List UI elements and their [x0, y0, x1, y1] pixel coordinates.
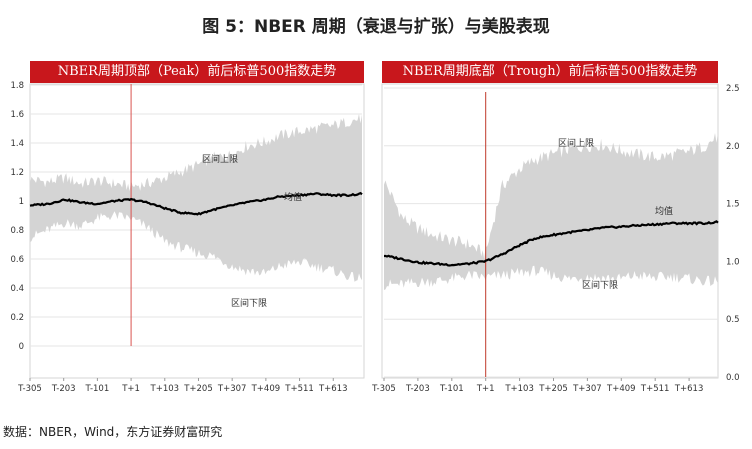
x-tick-label: T+409 — [606, 384, 636, 394]
x-tick-label: T-101 — [439, 384, 464, 394]
x-tick-label: T+103 — [150, 384, 180, 394]
peak-chart-title: NBER周期顶部（Peak）前后标普500指数走势 — [30, 61, 364, 83]
mean-label: 均值 — [284, 191, 302, 203]
y-tick-label: 0 — [19, 342, 24, 352]
upper-band-label: 区间上限 — [202, 153, 238, 165]
lower-band-label: 区间下限 — [582, 279, 618, 291]
y-tick-label: 0.4 — [10, 284, 24, 294]
trough-chart-title: NBER周期底部（Trough）前后标普500指数走势 — [382, 61, 718, 83]
y-tick-label: 1.2 — [10, 168, 24, 178]
x-tick-label: T+205 — [183, 384, 213, 394]
x-tick-label: T-305 — [17, 384, 42, 394]
x-tick-label: T+613 — [318, 384, 348, 394]
data-source-note: 数据：NBER，Wind，东方证券财富研究 — [3, 425, 223, 439]
lower-band-label: 区间下限 — [231, 297, 267, 309]
y-tick-label: 0.0 — [726, 373, 740, 383]
x-tick-label: T+409 — [251, 384, 281, 394]
mean-line — [384, 220, 719, 267]
y-tick-label: 0.6 — [10, 255, 24, 265]
x-tick-label: T+1 — [476, 384, 495, 394]
y-tick-label: 2.0 — [726, 142, 740, 152]
x-tick-label: T+511 — [640, 384, 670, 394]
y-tick-label: 0.2 — [10, 313, 24, 323]
y-tick-label: 1 — [19, 197, 24, 207]
x-tick-label: T-203 — [51, 384, 76, 394]
x-tick-label: T+307 — [217, 384, 247, 394]
range-band — [30, 113, 362, 282]
y-tick-label: 2.5 — [726, 84, 740, 94]
x-tick-label: T-305 — [371, 384, 396, 394]
y-tick-label: 1.0 — [726, 257, 740, 267]
x-tick-label: T-203 — [405, 384, 430, 394]
y-tick-label: 0.8 — [10, 226, 24, 236]
x-tick-label: T+511 — [284, 384, 314, 394]
range-band — [384, 132, 718, 290]
x-tick-label: T+307 — [572, 384, 602, 394]
x-tick-label: T+613 — [674, 384, 704, 394]
y-tick-label: 1.4 — [10, 139, 24, 149]
x-tick-label: T+1 — [121, 384, 140, 394]
x-tick-label: T+205 — [538, 384, 568, 394]
y-tick-label: 1.5 — [726, 200, 740, 210]
mean-label: 均值 — [655, 205, 673, 217]
x-tick-label: T+103 — [504, 384, 534, 394]
figure-title: 图 5：NBER 周期（衰退与扩张）与美股表现 — [202, 17, 550, 37]
upper-band-label: 区间上限 — [558, 137, 594, 149]
x-tick-label: T-101 — [85, 384, 110, 394]
mean-line — [29, 191, 363, 216]
y-tick-label: 0.5 — [726, 315, 740, 325]
y-tick-label: 1.6 — [10, 110, 24, 120]
y-tick-label: 1.8 — [10, 81, 24, 91]
